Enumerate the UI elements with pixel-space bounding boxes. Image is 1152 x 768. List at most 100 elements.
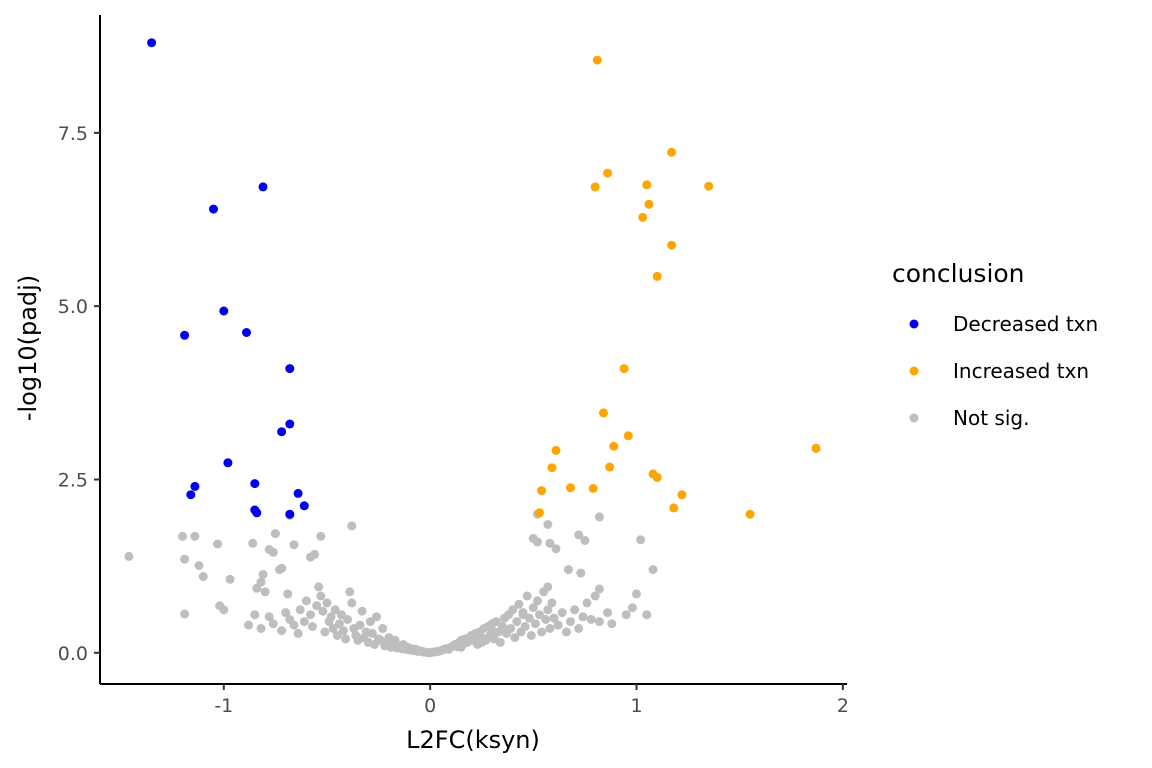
data-point-not-sig-183 [545,538,555,548]
data-point-decreased-txn-4 [242,328,251,337]
data-point-increased-txn-22 [537,486,547,496]
data-point-not-sig-72 [372,612,381,622]
data-point-not-sig-147 [526,631,536,640]
data-point-not-sig-130 [491,617,501,627]
data-point-decreased-txn-1 [258,182,268,192]
data-point-not-sig-155 [543,605,553,615]
data-point-not-sig-15 [260,587,270,597]
data-point-increased-txn-23 [677,490,687,500]
data-point-increased-txn-6 [644,199,654,209]
data-point-decreased-txn-13 [293,488,303,498]
data-point-increased-txn-13 [609,441,619,451]
data-point-not-sig-170 [594,617,604,627]
data-point-not-sig-30 [256,624,266,633]
data-point-increased-txn-21 [588,484,598,493]
legend: conclusion Decreased txn Increased txn Not… [892,259,1098,430]
data-point-decreased-txn-9 [223,458,233,468]
data-point-decreased-txn-12 [186,490,196,500]
data-point-not-sig-178 [636,535,646,545]
data-point-not-sig-140 [512,617,522,627]
data-point-not-sig-14 [258,570,268,579]
data-point-not-sig-22 [289,540,299,550]
data-point-not-sig-38 [295,605,305,615]
data-point-not-sig-13 [256,577,266,587]
data-point-not-sig-166 [582,598,592,608]
data-point-not-sig-25 [316,531,326,541]
data-point-not-sig-39 [299,617,309,627]
data-point-increased-txn-11 [599,408,608,418]
data-point-decreased-txn-7 [285,419,295,429]
data-point-not-sig-60 [347,598,357,608]
x-tick-label-1: 0 [424,695,436,717]
data-point-not-sig-11 [248,538,258,548]
data-point-not-sig-168 [590,591,600,601]
legend-key-increased-txn [909,366,919,376]
data-point-not-sig-69 [365,617,375,627]
data-point-not-sig-45 [316,591,326,601]
data-point-not-sig-55 [336,610,346,620]
data-point-not-sig-174 [627,603,637,613]
data-point-decreased-txn-3 [219,306,229,316]
data-point-not-sig-42 [308,622,317,631]
data-point-not-sig-160 [557,608,567,618]
data-point-not-sig-137 [506,624,516,633]
data-point-not-sig-59 [345,587,355,597]
data-point-not-sig-27 [283,589,293,599]
legend-entries: Decreased txn Increased txn Not sig. [909,312,1098,430]
data-point-increased-txn-15 [811,443,821,453]
data-point-not-sig-57 [341,634,351,644]
data-point-not-sig-75 [378,624,388,633]
data-point-not-sig-190 [543,582,553,592]
data-point-not-sig-9 [225,574,235,584]
data-point-not-sig-191 [518,610,528,620]
data-point-not-sig-177 [648,565,658,575]
data-point-not-sig-139 [510,633,520,643]
data-point-not-sig-150 [533,596,542,606]
data-point-not-sig-161 [561,627,571,637]
data-point-not-sig-70 [367,628,377,638]
data-point-not-sig-176 [642,610,652,620]
data-point-decreased-txn-2 [209,204,218,214]
data-point-decreased-txn-5 [180,330,190,340]
data-point-not-sig-26 [347,521,357,531]
data-point-not-sig-33 [277,626,287,636]
data-point-not-sig-18 [270,529,280,539]
data-point-not-sig-173 [621,610,631,620]
data-point-increased-txn-2 [603,168,613,178]
data-point-not-sig-54 [334,619,344,629]
data-point-not-sig-194 [456,642,466,652]
x-tick-label-3: 2 [837,695,849,717]
data-point-increased-txn-1 [667,147,677,157]
data-point-not-sig-165 [578,612,588,622]
y-tick-label-1: 2.5 [58,469,88,491]
x-axis-title: L2FC(ksyn) [406,726,540,754]
data-point-not-sig-17 [268,547,278,557]
data-point-decreased-txn-8 [277,427,287,437]
x-tick-label-2: 1 [630,695,642,717]
data-point-not-sig-189 [594,512,604,522]
data-point-not-sig-156 [545,624,555,633]
data-point-not-sig-1 [178,531,187,541]
data-point-not-sig-151 [535,610,544,620]
data-point-not-sig-152 [537,627,547,637]
data-point-increased-txn-12 [623,431,633,441]
legend-key-not-sig [909,413,919,423]
y-tick-label-3: 7.5 [58,123,88,145]
data-point-increased-txn-20 [566,483,575,493]
data-point-not-sig-29 [244,620,254,630]
data-point-not-sig-187 [580,536,590,545]
data-point-not-sig-149 [530,619,540,629]
data-points [124,38,821,658]
data-point-increased-txn-3 [590,182,600,192]
data-point-not-sig-44 [314,582,324,592]
data-point-increased-txn-24 [669,503,679,513]
legend-label-not-sig: Not sig. [953,406,1029,430]
legend-title: conclusion [892,259,1025,288]
legend-label-decreased-txn: Decreased txn [953,312,1098,336]
data-point-not-sig-8 [215,601,225,611]
data-point-not-sig-188 [576,568,586,578]
data-point-increased-txn-7 [638,212,648,222]
data-point-not-sig-164 [574,624,584,633]
data-point-not-sig-162 [566,617,575,627]
